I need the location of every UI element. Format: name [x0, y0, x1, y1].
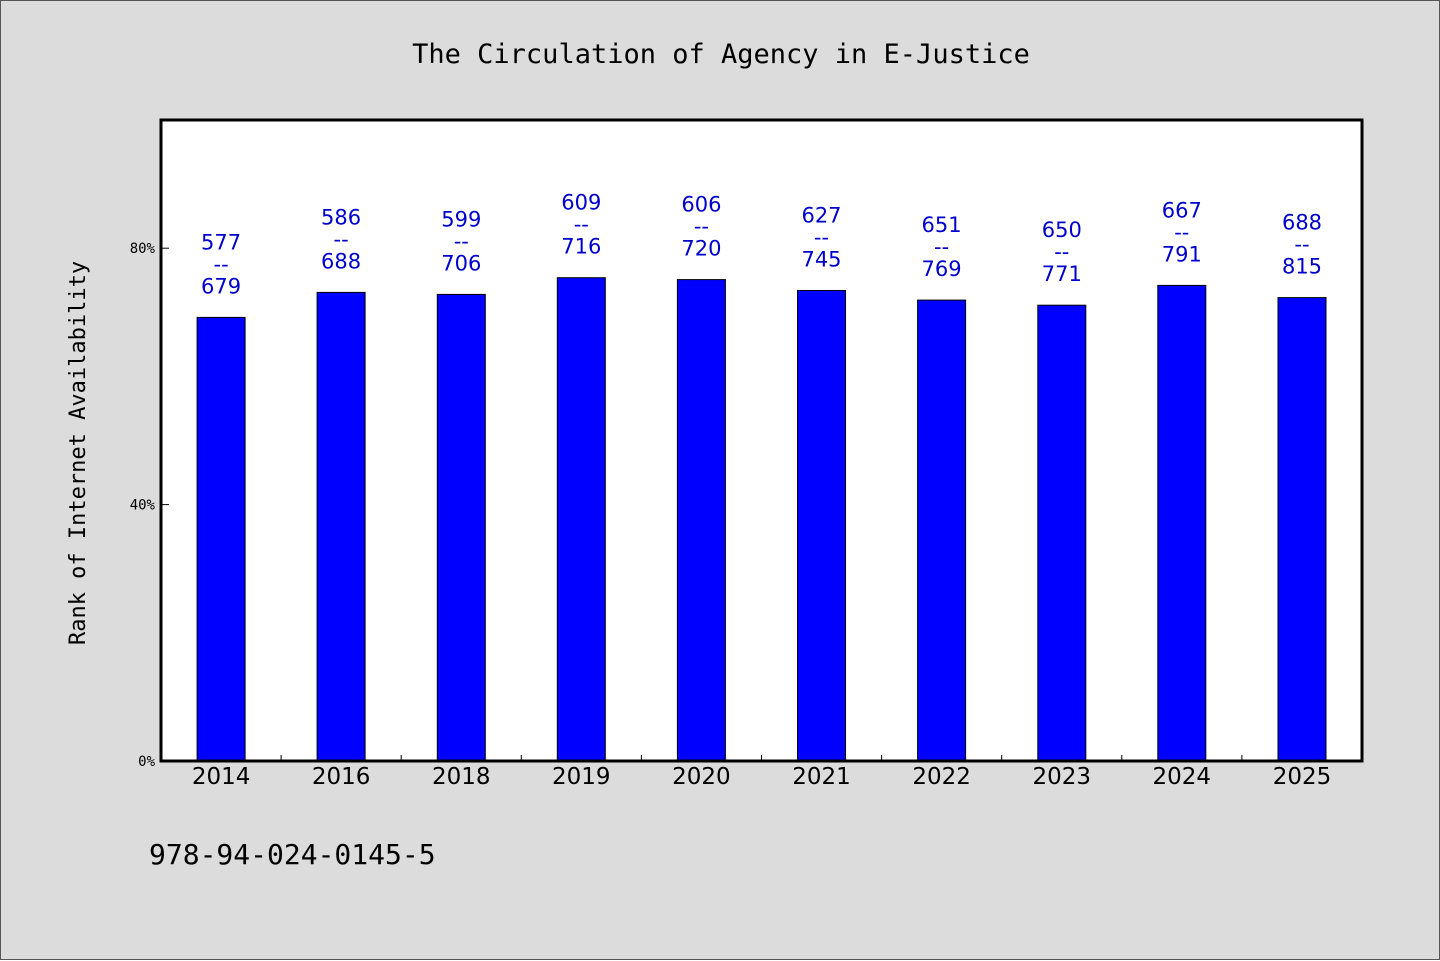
data-label-2014-line-3: 679: [201, 274, 241, 298]
y-tick-label-0pct: 0%: [138, 754, 155, 770]
x-tick-label-2023: 2023: [1033, 764, 1092, 790]
data-label-2024-line-1: 667: [1162, 198, 1202, 222]
bar-2024: [1157, 284, 1207, 762]
data-label-2023-line-2: --: [1054, 240, 1069, 264]
bar-2021: [797, 290, 846, 762]
bar-2020: [676, 279, 726, 762]
x-tick-label-2024: 2024: [1153, 764, 1212, 790]
y-axis-label: Rank of Internet Availability: [66, 261, 91, 645]
data-labels-group: 577--679586--688599--706609--716606--720…: [201, 191, 1322, 299]
data-label-2024-line-2: --: [1174, 220, 1189, 244]
x-tick-label-2018: 2018: [432, 764, 491, 790]
bar-2016: [316, 291, 366, 762]
chart-title: The Circulation of Agency in E-Justice: [412, 39, 1030, 70]
data-label-2016-line-2: --: [334, 227, 349, 251]
data-label-2014-line-1: 577: [201, 230, 241, 254]
x-tick-label-2025: 2025: [1273, 764, 1332, 790]
data-label-2019-line-1: 609: [561, 191, 601, 215]
bars-group: [196, 277, 1327, 762]
plot-frame: [159, 118, 1364, 763]
data-label-2020-line-3: 720: [681, 237, 721, 261]
x-tick-label-2019: 2019: [552, 764, 611, 790]
x-tick-label-2020: 2020: [672, 764, 731, 790]
data-label-2020-line-1: 606: [681, 193, 721, 217]
data-label-2021-line-1: 627: [801, 204, 841, 228]
x-tick-label-2021: 2021: [792, 764, 851, 790]
bar-2018: [436, 293, 486, 762]
data-label-2022-line-1: 651: [922, 213, 962, 237]
x-tick-label-2014: 2014: [192, 764, 251, 790]
bar-2019: [556, 277, 606, 762]
data-label-2016-line-1: 586: [321, 205, 361, 229]
isbn-text: 978-94-024-0145-5: [149, 838, 436, 871]
data-label-2025-line-3: 815: [1282, 255, 1322, 279]
data-label-2023-line-1: 650: [1042, 218, 1082, 242]
x-tick-label-2022: 2022: [912, 764, 971, 790]
data-label-2019-line-2: --: [574, 213, 589, 237]
data-label-2018-line-1: 599: [441, 207, 481, 231]
data-label-2020-line-2: --: [694, 215, 709, 239]
bar-2014: [196, 316, 246, 762]
y-axis-ticks: 0% 40% 80%: [130, 241, 169, 770]
bar-2022: [917, 299, 967, 762]
data-label-2025-line-2: --: [1294, 233, 1309, 257]
x-axis-ticks: 2014 2016 2018 2019 2020 2021 2022 2023 2024 2025: [192, 755, 1331, 790]
data-label-2021-line-2: --: [814, 226, 829, 250]
data-label-2021-line-3: 745: [801, 248, 841, 272]
bar-2025: [1277, 297, 1327, 762]
data-label-2018-line-3: 706: [441, 251, 481, 275]
data-label-2023-line-3: 771: [1042, 262, 1082, 286]
data-label-2019-line-3: 716: [561, 235, 601, 259]
data-label-2018-line-2: --: [454, 229, 469, 253]
data-label-2014-line-2: --: [214, 252, 229, 276]
bar-2023: [1037, 304, 1087, 762]
y-tick-label-40pct: 40%: [130, 498, 156, 514]
data-label-2022-line-2: --: [934, 235, 949, 259]
y-tick-label-80pct: 80%: [130, 241, 156, 257]
x-tick-label-2016: 2016: [312, 764, 371, 790]
data-label-2016-line-3: 688: [321, 249, 361, 273]
data-label-2022-line-3: 769: [922, 257, 962, 281]
data-label-2025-line-1: 688: [1282, 211, 1322, 235]
data-label-2024-line-3: 791: [1162, 242, 1202, 266]
